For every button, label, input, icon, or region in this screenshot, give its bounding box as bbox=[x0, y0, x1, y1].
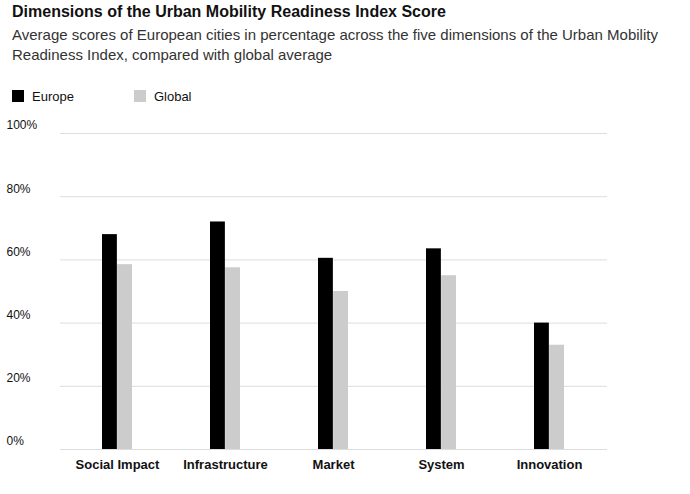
svg-text:60%: 60% bbox=[7, 245, 31, 259]
svg-text:Innovation: Innovation bbox=[517, 457, 583, 472]
html-text:Average scores of European cit: Average scores of European cities in per… bbox=[12, 26, 658, 63]
svg-text:System: System bbox=[418, 457, 464, 472]
svg-text:0%: 0% bbox=[7, 434, 25, 448]
svg-text:80%: 80% bbox=[7, 182, 31, 196]
html-text:Global: Global bbox=[153, 88, 192, 104]
svg-text:Infrastructure: Infrastructure bbox=[183, 457, 268, 472]
svg-text:20%: 20% bbox=[7, 371, 31, 385]
html-text:Europe: Europe bbox=[32, 88, 74, 104]
svg-text:100%: 100% bbox=[7, 118, 38, 132]
html-text:Dimensions of the Urban Mobili: Dimensions of the Urban Mobility Readine… bbox=[12, 3, 446, 20]
svg-text:Market: Market bbox=[313, 457, 356, 472]
svg-text:Social Impact: Social Impact bbox=[76, 457, 160, 472]
svg-text:40%: 40% bbox=[7, 308, 31, 322]
